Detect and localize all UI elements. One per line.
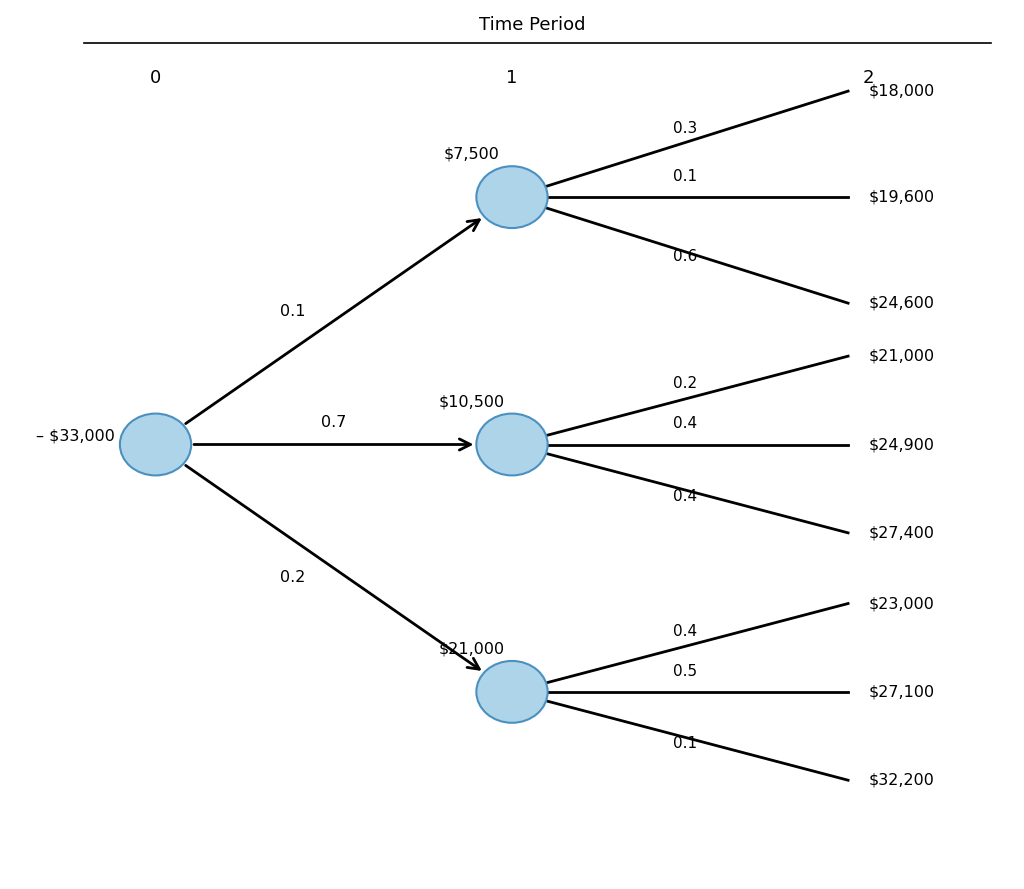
Text: 0.1: 0.1 <box>281 305 306 319</box>
Text: $19,600: $19,600 <box>868 189 935 204</box>
Text: 0.4: 0.4 <box>674 624 697 639</box>
Text: $21,000: $21,000 <box>438 642 505 657</box>
Text: 1: 1 <box>506 69 518 87</box>
Text: 0.2: 0.2 <box>281 570 306 584</box>
Text: 0.1: 0.1 <box>674 736 697 751</box>
Text: 0.5: 0.5 <box>674 663 697 678</box>
Text: $21,000: $21,000 <box>868 348 935 364</box>
Text: $27,100: $27,100 <box>868 685 935 700</box>
Text: $27,400: $27,400 <box>868 525 935 541</box>
Text: $18,000: $18,000 <box>868 84 935 99</box>
Text: 2: 2 <box>862 69 874 87</box>
Circle shape <box>120 413 191 476</box>
Text: $23,000: $23,000 <box>868 596 934 611</box>
Text: 0.4: 0.4 <box>674 416 697 431</box>
Text: 0.2: 0.2 <box>674 377 697 391</box>
Text: $24,600: $24,600 <box>868 296 935 310</box>
Text: 0.7: 0.7 <box>322 415 346 430</box>
Text: Time Period: Time Period <box>479 16 586 34</box>
Text: $24,900: $24,900 <box>868 437 935 452</box>
Text: $7,500: $7,500 <box>443 147 499 162</box>
Text: 0.1: 0.1 <box>674 169 697 184</box>
Text: $10,500: $10,500 <box>438 394 505 409</box>
Text: 0.6: 0.6 <box>674 249 697 264</box>
Text: – $33,000: – $33,000 <box>36 428 115 443</box>
Text: $32,200: $32,200 <box>868 773 934 788</box>
Circle shape <box>476 413 548 476</box>
Circle shape <box>476 661 548 723</box>
Circle shape <box>476 166 548 228</box>
Text: 0.4: 0.4 <box>674 489 697 504</box>
Text: 0.3: 0.3 <box>674 121 697 136</box>
Text: 0: 0 <box>150 69 161 87</box>
